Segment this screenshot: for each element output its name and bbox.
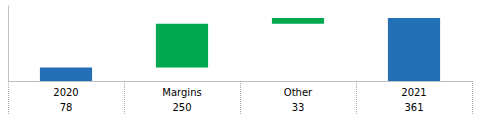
svg-text:78: 78 bbox=[60, 102, 73, 113]
svg-text:33: 33 bbox=[292, 102, 305, 113]
svg-text:361: 361 bbox=[404, 102, 423, 113]
svg-text:2020: 2020 bbox=[53, 87, 78, 98]
svg-text:Other: Other bbox=[284, 87, 313, 98]
svg-text:250: 250 bbox=[172, 102, 191, 113]
svg-text:Margins: Margins bbox=[162, 87, 201, 98]
svg-text:2021: 2021 bbox=[401, 87, 426, 98]
